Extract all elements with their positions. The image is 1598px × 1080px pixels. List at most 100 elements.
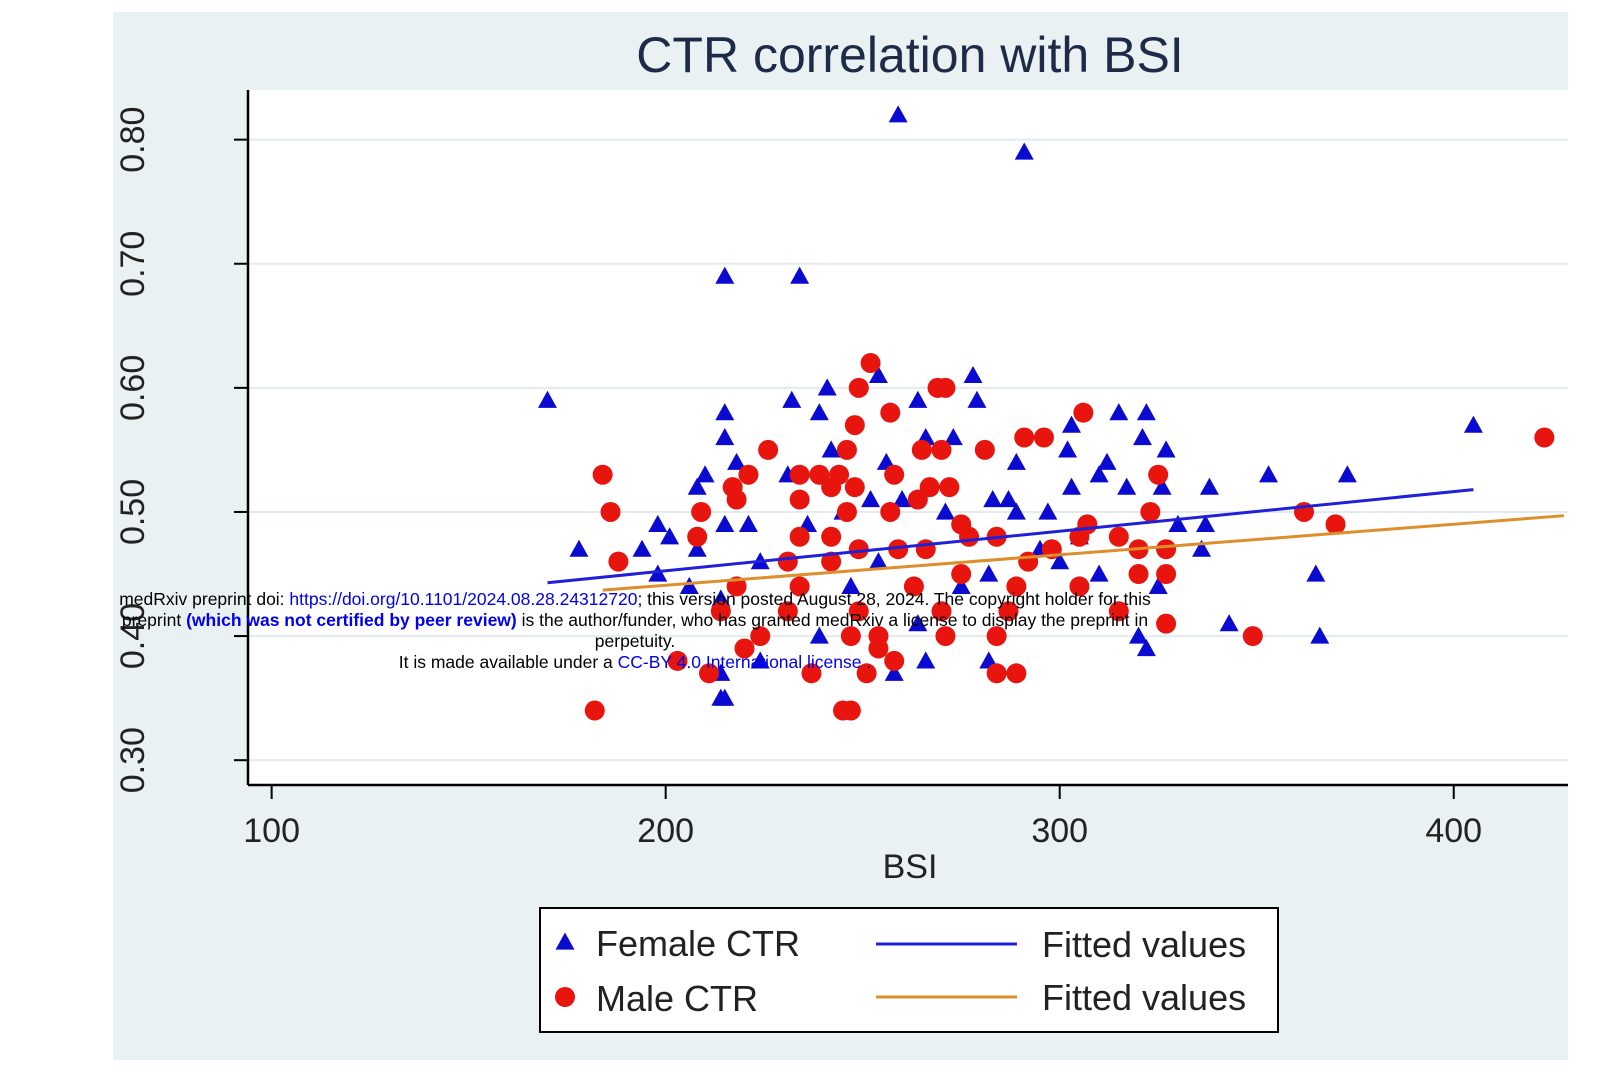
y-tick-label: 0.70 xyxy=(114,231,152,297)
fit-line xyxy=(602,514,1565,592)
point xyxy=(998,601,1019,622)
point xyxy=(939,477,960,498)
point xyxy=(1073,402,1094,423)
point xyxy=(1192,539,1212,557)
point xyxy=(777,551,798,572)
point xyxy=(1062,477,1082,495)
point xyxy=(840,700,861,721)
point xyxy=(1156,564,1177,585)
point xyxy=(789,576,810,597)
watermark-text: preprint xyxy=(121,610,187,630)
point xyxy=(884,650,905,671)
watermark-text: . xyxy=(861,652,872,672)
point xyxy=(584,700,605,721)
point xyxy=(1108,526,1129,547)
point xyxy=(710,601,731,622)
x-tick-label: 100 xyxy=(243,812,300,850)
point xyxy=(782,390,802,408)
point xyxy=(790,266,810,284)
point xyxy=(821,440,841,458)
point xyxy=(711,589,731,607)
point xyxy=(888,539,909,560)
point xyxy=(935,626,956,647)
point xyxy=(986,663,1007,684)
point xyxy=(860,353,881,374)
point xyxy=(915,539,936,560)
point xyxy=(758,439,779,460)
point xyxy=(809,626,829,644)
point xyxy=(821,477,842,498)
point xyxy=(841,576,861,595)
watermark-text: ; this version posted August 28, 2024. T… xyxy=(637,589,1151,609)
point xyxy=(844,415,865,436)
point xyxy=(727,452,747,470)
watermark-line: preprint (which was not certified by pee… xyxy=(0,610,1270,631)
point xyxy=(868,552,888,570)
point xyxy=(648,514,668,532)
point xyxy=(1069,526,1090,547)
point xyxy=(951,576,971,595)
point xyxy=(1062,415,1082,433)
legend xyxy=(539,907,1279,1033)
point xyxy=(931,601,952,622)
point xyxy=(1148,576,1168,595)
doi-link[interactable]: https://doi.org/10.1101/2024.08.28.24312… xyxy=(289,589,638,609)
point xyxy=(916,651,936,669)
point xyxy=(1050,552,1070,570)
point xyxy=(935,502,955,520)
point xyxy=(1108,601,1129,622)
point xyxy=(687,539,707,557)
review-link[interactable]: (which was not certified by peer review) xyxy=(186,610,517,630)
watermark-line: medRxiv preprint doi: https://doi.org/10… xyxy=(0,589,1270,610)
point xyxy=(738,514,758,532)
point xyxy=(715,428,735,446)
point xyxy=(868,638,889,659)
point xyxy=(600,501,621,522)
point xyxy=(1534,427,1555,448)
point xyxy=(691,501,712,522)
legend-swatch xyxy=(555,932,575,950)
point xyxy=(592,464,613,485)
point xyxy=(848,377,869,398)
fit-line xyxy=(547,488,1474,585)
point xyxy=(1018,551,1039,572)
point xyxy=(1109,403,1129,421)
watermark-text: It is made available under a xyxy=(398,652,618,672)
point xyxy=(632,539,652,557)
point xyxy=(715,403,735,421)
point xyxy=(979,564,999,582)
point xyxy=(1097,452,1117,470)
plot-area xyxy=(248,90,1568,785)
point xyxy=(1006,452,1026,470)
point xyxy=(1038,502,1058,520)
point xyxy=(1006,576,1027,597)
point xyxy=(848,601,869,622)
point xyxy=(1168,514,1188,532)
point xyxy=(537,390,557,408)
point xyxy=(1128,564,1149,585)
legend-label: Fitted values xyxy=(1042,924,1246,965)
point xyxy=(836,501,857,522)
point xyxy=(608,551,629,572)
legend-entries: Female CTR Male CTR Fitted values Fitted va… xyxy=(555,923,1246,1019)
point xyxy=(789,464,810,485)
point xyxy=(1156,539,1177,560)
point xyxy=(908,614,928,632)
point xyxy=(1129,626,1149,644)
legend-label: Male CTR xyxy=(596,978,758,1019)
point xyxy=(726,489,747,510)
point xyxy=(1014,142,1034,160)
license-link[interactable]: CC-BY 4.0 International license xyxy=(617,652,862,672)
watermark-line: It is made available under a CC-BY 4.0 I… xyxy=(0,652,1270,673)
point xyxy=(569,539,589,557)
point xyxy=(738,464,759,485)
point xyxy=(699,663,720,684)
legend-label: Female CTR xyxy=(596,923,800,964)
point xyxy=(884,663,904,681)
point xyxy=(963,365,983,384)
point xyxy=(861,490,881,508)
point xyxy=(1132,428,1152,446)
point xyxy=(967,390,987,408)
